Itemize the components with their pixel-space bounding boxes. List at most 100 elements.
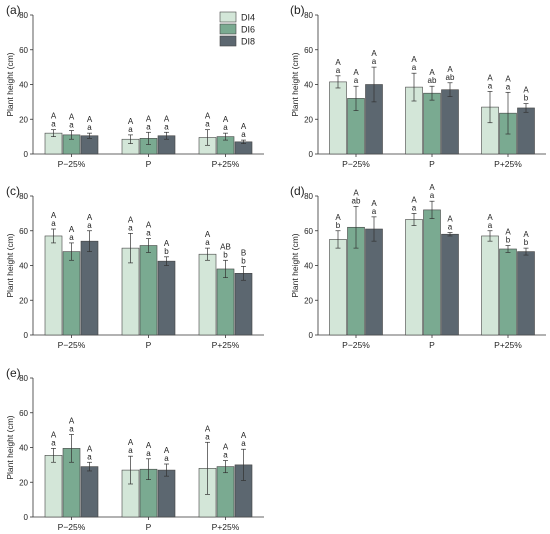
significance-letter-lower: ab	[352, 196, 361, 205]
significance-letter-lower: b	[506, 236, 511, 245]
y-tick-label: 60	[304, 46, 313, 55]
panel-label: (a)	[6, 3, 21, 17]
significance-letter-upper: A	[146, 221, 152, 230]
legend-swatch	[219, 11, 237, 23]
bar	[157, 260, 176, 336]
significance-letter-upper: A	[241, 431, 247, 440]
y-tick-label: 20	[19, 115, 28, 124]
significance-letter-upper: A	[335, 213, 341, 222]
significance-letter-lower: a	[205, 120, 210, 129]
y-tick-label: 0	[24, 331, 29, 340]
significance-letter-upper: A	[87, 213, 93, 222]
significance-letter-lower: a	[241, 130, 246, 139]
chart-panel: (d)Plant height (cm)020406080P−25%bAabAa…	[290, 183, 546, 350]
significance-letter-upper: A	[51, 211, 57, 220]
significance-letter-lower: a	[488, 81, 493, 90]
significance-letter-lower: b	[223, 250, 228, 259]
significance-letter-upper: A	[411, 195, 417, 204]
significance-letter-upper: A	[523, 86, 529, 95]
significance-letter-lower: a	[412, 203, 417, 212]
bar	[198, 253, 217, 336]
x-tick-label: P−25%	[58, 159, 86, 169]
x-tick-label: P−25%	[342, 159, 370, 169]
significance-letter-upper: A	[128, 438, 134, 447]
significance-letter-upper: A	[447, 65, 453, 74]
significance-letter-lower: a	[87, 452, 92, 461]
bar	[441, 89, 459, 155]
significance-letter-lower: a	[87, 123, 92, 132]
significance-letter-upper: A	[205, 230, 211, 239]
bar	[441, 233, 459, 336]
x-tick-label: P	[146, 340, 152, 350]
significance-letter-lower: a	[69, 424, 74, 433]
panel-label: (c)	[6, 184, 20, 198]
significance-letter-upper: A	[411, 55, 417, 64]
y-tick-label: 60	[19, 46, 28, 55]
x-tick-label: P−25%	[342, 340, 370, 350]
significance-letter-lower: a	[205, 238, 210, 247]
chart-panel: (b)Plant height (cm)020406080P−25%aAaAaA…	[290, 3, 546, 169]
bar	[80, 466, 99, 518]
chart-panel: (a)Plant height (cm)020406080P−25%aAaAaA…	[5, 3, 264, 169]
legend: DI4 DI6 DI8	[219, 11, 255, 47]
significance-letter-upper: A	[146, 441, 152, 450]
significance-letter-lower: a	[51, 120, 56, 129]
significance-letter-lower: b	[336, 221, 341, 230]
y-tick-label: 20	[19, 478, 28, 487]
bar	[234, 273, 253, 336]
significance-letter-upper: A	[371, 199, 377, 208]
y-tick-label: 40	[19, 262, 28, 271]
x-tick-label: P+25%	[212, 340, 240, 350]
significance-letter-upper: A	[335, 58, 341, 67]
y-tick-label: 20	[304, 296, 313, 305]
y-tick-label: 40	[304, 262, 313, 271]
significance-letter-upper: A	[487, 73, 493, 82]
significance-letter-lower: a	[128, 223, 133, 232]
significance-letter-upper: A	[447, 214, 453, 223]
bar	[44, 455, 63, 518]
bar	[216, 268, 235, 336]
significance-letter-lower: a	[372, 207, 377, 216]
y-tick-label: 80	[19, 374, 28, 383]
y-axis-title: Plant height (cm)	[5, 233, 15, 297]
legend-swatch	[219, 35, 237, 47]
bar	[365, 228, 383, 336]
bar	[80, 240, 99, 336]
y-axis-title: Plant height (cm)	[290, 52, 300, 116]
bar	[139, 245, 158, 336]
bar	[517, 107, 535, 155]
y-tick-label: 40	[19, 81, 28, 90]
significance-letter-upper: A	[69, 416, 75, 425]
significance-letter-lower: a	[205, 432, 210, 441]
significance-letter-upper: A	[429, 68, 435, 77]
significance-letter-upper: A	[87, 115, 93, 124]
significance-letter-lower: a	[223, 123, 228, 132]
panel-label: (e)	[6, 366, 21, 380]
y-tick-label: 20	[304, 115, 313, 124]
significance-letter-upper: A	[164, 114, 170, 123]
legend-swatch	[219, 23, 237, 35]
significance-letter-upper: A	[505, 74, 511, 83]
y-tick-label: 40	[304, 81, 313, 90]
significance-letter-upper: A	[241, 122, 247, 131]
significance-letter-upper: A	[353, 68, 359, 77]
significance-letter-upper: A	[128, 215, 134, 224]
y-tick-label: 60	[19, 409, 28, 418]
significance-letter-upper: A	[523, 230, 529, 239]
x-tick-label: P	[146, 159, 152, 169]
y-tick-label: 20	[19, 296, 28, 305]
y-tick-label: 60	[304, 227, 313, 236]
significance-letter-lower: a	[146, 122, 151, 131]
y-axis-title: Plant height (cm)	[5, 415, 15, 479]
significance-letter-lower: ab	[446, 73, 455, 82]
significance-letter-lower: a	[51, 438, 56, 447]
legend-label: DI6	[241, 25, 255, 35]
bar	[499, 248, 517, 336]
significance-letter-upper: A	[164, 239, 170, 248]
x-tick-label: P−25%	[58, 522, 86, 532]
significance-letter-upper: B	[241, 248, 246, 257]
y-tick-label: 80	[19, 11, 28, 20]
significance-letter-lower: a	[146, 449, 151, 458]
